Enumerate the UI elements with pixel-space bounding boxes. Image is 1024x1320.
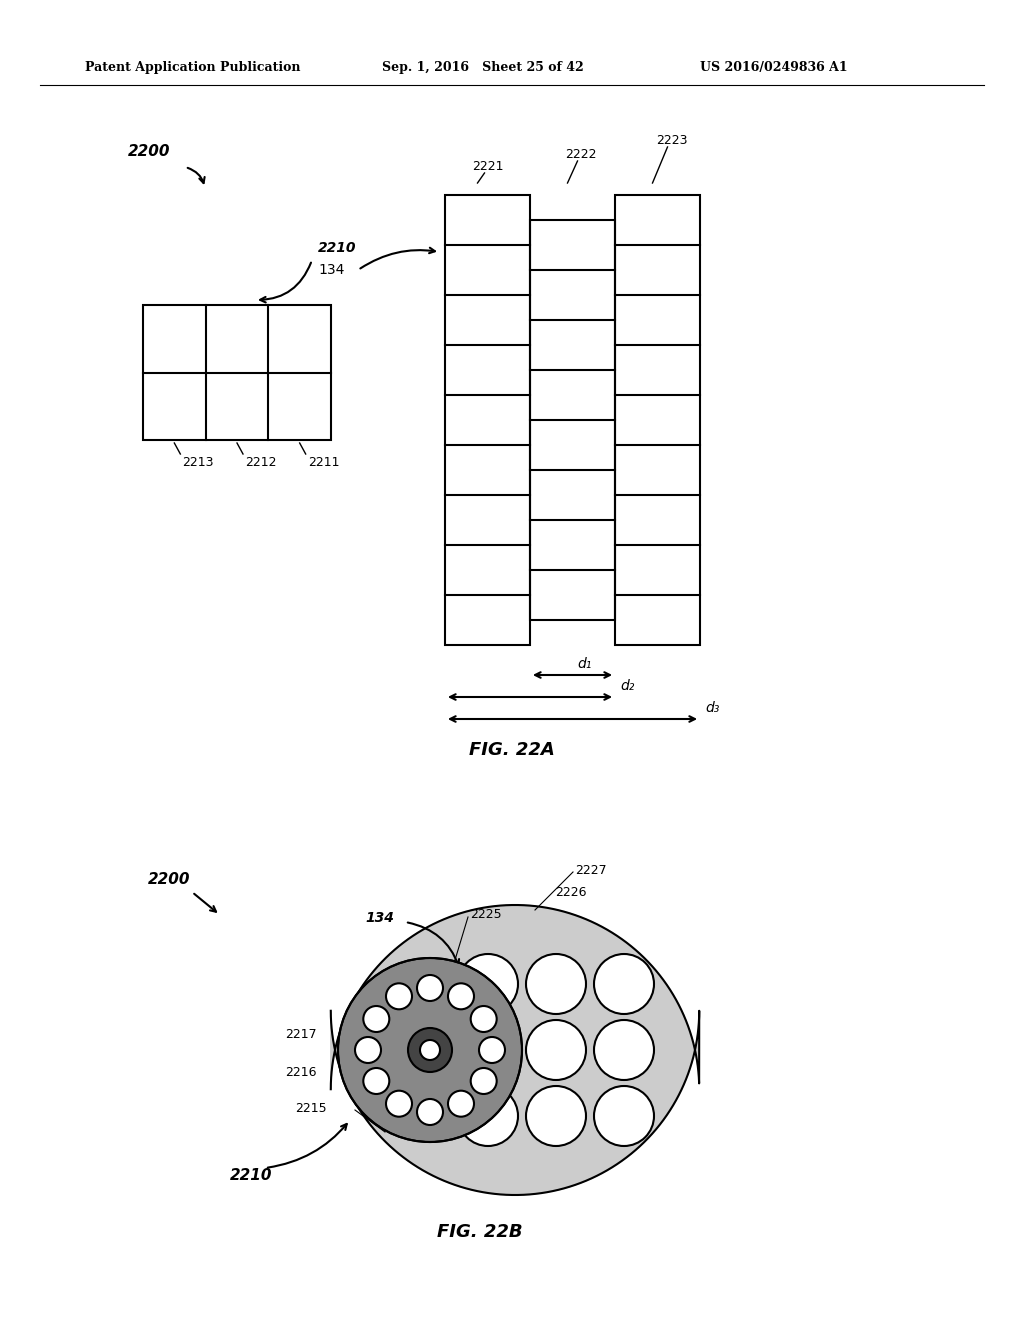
Text: 2200: 2200	[148, 873, 190, 887]
Text: 2210: 2210	[318, 242, 356, 255]
Circle shape	[386, 983, 412, 1010]
Text: Patent Application Publication: Patent Application Publication	[85, 62, 300, 74]
Circle shape	[417, 1100, 443, 1125]
Circle shape	[386, 1090, 412, 1117]
Circle shape	[458, 954, 518, 1014]
Bar	[143, 305, 331, 440]
Circle shape	[417, 975, 443, 1001]
Text: 2210: 2210	[230, 1167, 272, 1183]
Circle shape	[526, 1020, 586, 1080]
Text: Sep. 1, 2016   Sheet 25 of 42: Sep. 1, 2016 Sheet 25 of 42	[382, 62, 584, 74]
Text: 2213: 2213	[182, 455, 214, 469]
Text: 2217: 2217	[285, 1028, 316, 1041]
Text: 2200: 2200	[128, 144, 171, 160]
Circle shape	[471, 1006, 497, 1032]
Bar	[615, 195, 700, 645]
Text: d₂: d₂	[620, 678, 635, 693]
Text: 134: 134	[318, 263, 344, 277]
Text: 2222: 2222	[565, 148, 596, 161]
Text: 2223: 2223	[655, 135, 687, 147]
Circle shape	[458, 1086, 518, 1146]
Text: 2215: 2215	[295, 1101, 327, 1114]
Circle shape	[526, 1086, 586, 1146]
Circle shape	[338, 958, 522, 1142]
Circle shape	[594, 954, 654, 1014]
Text: 2226: 2226	[555, 886, 587, 899]
Circle shape	[471, 1068, 497, 1094]
Bar	[530, 220, 615, 620]
Text: FIG. 22A: FIG. 22A	[469, 741, 555, 759]
Text: 2211: 2211	[307, 455, 339, 469]
Circle shape	[458, 1020, 518, 1080]
Text: 2216: 2216	[285, 1065, 316, 1078]
Text: US 2016/0249836 A1: US 2016/0249836 A1	[700, 62, 848, 74]
Circle shape	[526, 954, 586, 1014]
Circle shape	[594, 1020, 654, 1080]
Text: d₃: d₃	[705, 701, 720, 715]
Polygon shape	[331, 906, 699, 1195]
Text: 2212: 2212	[245, 455, 276, 469]
Circle shape	[408, 1028, 452, 1072]
Circle shape	[449, 983, 474, 1010]
Circle shape	[364, 1006, 389, 1032]
Text: 134: 134	[365, 911, 394, 925]
Circle shape	[355, 1038, 381, 1063]
Circle shape	[364, 1068, 389, 1094]
Circle shape	[479, 1038, 505, 1063]
Circle shape	[594, 1086, 654, 1146]
Circle shape	[449, 1090, 474, 1117]
Circle shape	[420, 1040, 440, 1060]
Text: d₁: d₁	[578, 657, 592, 671]
Text: FIG. 22B: FIG. 22B	[437, 1224, 523, 1241]
Text: 2221: 2221	[472, 160, 503, 173]
Bar	[445, 195, 530, 645]
Text: 2225: 2225	[470, 908, 502, 921]
Text: 2227: 2227	[575, 863, 606, 876]
